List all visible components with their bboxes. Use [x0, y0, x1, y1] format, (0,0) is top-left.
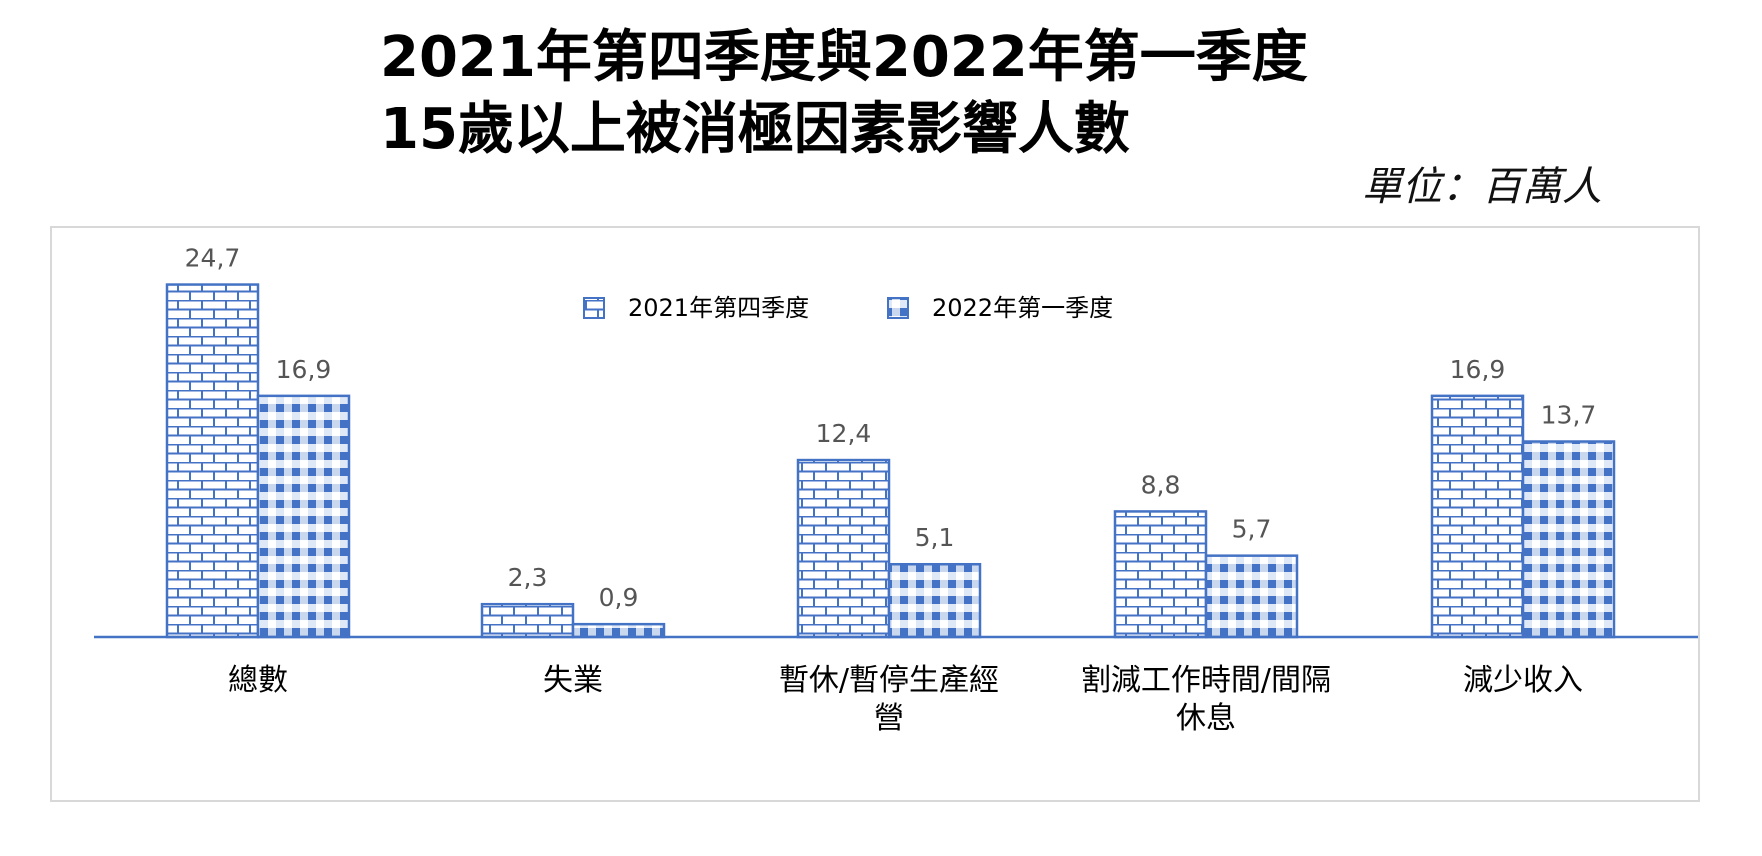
bar-s1-4: [1113, 510, 1208, 639]
value-label-s1-4: 8,8: [1141, 470, 1181, 499]
value-label-s2-4: 5,7: [1232, 515, 1272, 544]
legend-label-2: 2022年第一季度: [932, 294, 1113, 322]
category-label-5: 減少收入: [1463, 663, 1583, 698]
category-label-3: 暫休/暫停生產經營: [779, 663, 999, 736]
bar-s2-5: [1521, 440, 1616, 639]
category-labels: 總數 失業 暫休/暫停生產經營 割減工作時間/間隔休息 減少收入: [228, 663, 1583, 736]
value-label-s2-2: 0,9: [599, 583, 639, 612]
value-label-s2-5: 13,7: [1541, 401, 1597, 430]
bar-s2-1: [256, 394, 351, 639]
bar-chart: 2021年第四季度 2022年第一季度 24,7 2,3 12,4 8,8 16,9 16,…: [94, 244, 1698, 736]
value-label-s1-2: 2,3: [508, 563, 548, 592]
bars: [165, 283, 1616, 639]
value-labels: 24,7 2,3 12,4 8,8 16,9 16,9 0,9 5,1 5,7 13,7: [185, 244, 1597, 613]
category-label-4: 割減工作時間/間隔休息: [1081, 663, 1331, 736]
bar-s1-1: [165, 283, 260, 639]
category-label-1: 總數: [228, 663, 288, 698]
unit-label: 單位：百萬人: [1362, 164, 1602, 210]
category-label-2: 失業: [543, 663, 603, 698]
value-label-s2-3: 5,1: [915, 523, 955, 552]
legend-label-1: 2021年第四季度: [628, 294, 809, 322]
bar-s1-3: [796, 458, 891, 639]
bar-s2-4: [1204, 554, 1299, 639]
value-label-s2-1: 16,9: [276, 355, 332, 384]
chart-title-line-1: 2021年第四季度與2022年第一季度: [380, 25, 1308, 90]
legend-swatch-1: [583, 297, 605, 319]
value-label-s1-3: 12,4: [816, 419, 872, 448]
value-label-s1-5: 16,9: [1450, 355, 1506, 384]
chart-title: 2021年第四季度與2022年第一季度 15歲以上被消極因素影響人數: [380, 22, 1308, 166]
value-label-s1-1: 24,7: [185, 244, 241, 273]
bar-s2-3: [887, 562, 982, 639]
bar-s1-2: [480, 602, 575, 639]
legend-swatch-2: [887, 297, 909, 319]
legend: 2021年第四季度 2022年第一季度: [583, 294, 1113, 322]
chart-frame: 2021年第四季度 2022年第一季度 24,7 2,3 12,4 8,8 16,9 16,…: [50, 226, 1700, 802]
bar-s1-5: [1430, 394, 1525, 639]
bar-s2-2: [571, 622, 666, 639]
chart-title-line-2: 15歲以上被消極因素影響人數: [380, 97, 1130, 162]
